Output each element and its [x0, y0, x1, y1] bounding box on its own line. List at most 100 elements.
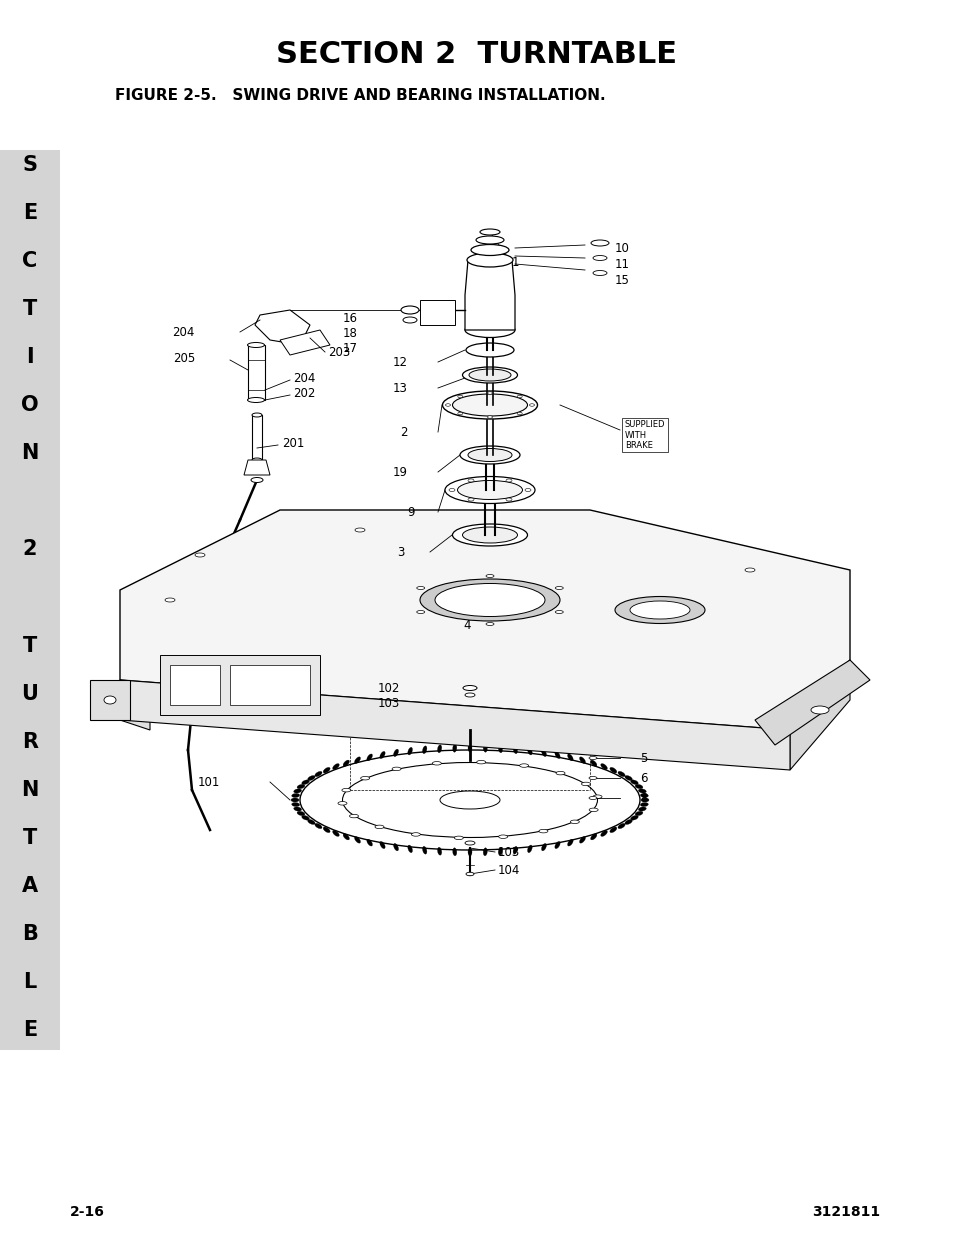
Ellipse shape: [392, 767, 400, 771]
Ellipse shape: [618, 772, 624, 777]
Ellipse shape: [400, 306, 418, 314]
Text: 102: 102: [377, 682, 399, 694]
Text: 2: 2: [23, 540, 37, 559]
Ellipse shape: [483, 745, 487, 752]
Ellipse shape: [629, 601, 689, 619]
Ellipse shape: [468, 479, 474, 482]
Text: O: O: [21, 395, 39, 415]
Ellipse shape: [517, 395, 521, 398]
Text: 2-16: 2-16: [70, 1205, 105, 1219]
Ellipse shape: [469, 369, 511, 382]
Text: 101: 101: [197, 776, 220, 788]
Ellipse shape: [251, 478, 263, 483]
Ellipse shape: [600, 763, 607, 769]
Ellipse shape: [529, 404, 534, 406]
Ellipse shape: [449, 489, 455, 492]
Polygon shape: [170, 664, 220, 705]
Ellipse shape: [375, 825, 384, 829]
Ellipse shape: [590, 834, 597, 840]
Ellipse shape: [624, 820, 632, 825]
Ellipse shape: [578, 836, 585, 844]
Ellipse shape: [394, 844, 398, 851]
Ellipse shape: [422, 846, 426, 855]
Ellipse shape: [527, 845, 532, 852]
Ellipse shape: [588, 757, 597, 760]
Ellipse shape: [252, 412, 262, 417]
Text: 11: 11: [615, 258, 629, 270]
Ellipse shape: [349, 814, 358, 818]
Polygon shape: [254, 310, 310, 345]
Ellipse shape: [609, 827, 617, 832]
Ellipse shape: [247, 398, 264, 403]
Ellipse shape: [411, 832, 420, 836]
Text: E: E: [23, 1020, 37, 1040]
Ellipse shape: [588, 797, 597, 799]
Ellipse shape: [465, 872, 474, 876]
Ellipse shape: [308, 776, 314, 781]
Ellipse shape: [252, 458, 262, 462]
Polygon shape: [754, 659, 869, 745]
Ellipse shape: [379, 841, 385, 848]
Ellipse shape: [337, 802, 347, 805]
Text: 17: 17: [343, 342, 357, 354]
Ellipse shape: [464, 322, 515, 337]
Ellipse shape: [416, 610, 424, 614]
Ellipse shape: [578, 757, 585, 763]
Ellipse shape: [639, 793, 648, 798]
Ellipse shape: [590, 240, 608, 246]
Text: N: N: [21, 443, 39, 463]
Polygon shape: [248, 345, 265, 400]
Ellipse shape: [555, 587, 562, 589]
Ellipse shape: [323, 827, 330, 832]
Text: 3121811: 3121811: [811, 1205, 879, 1219]
Ellipse shape: [445, 404, 450, 406]
Text: N: N: [21, 779, 39, 800]
Ellipse shape: [485, 622, 494, 625]
Ellipse shape: [567, 753, 573, 761]
Ellipse shape: [471, 245, 509, 256]
Ellipse shape: [497, 745, 502, 753]
Text: 19: 19: [393, 466, 408, 478]
Ellipse shape: [314, 824, 322, 829]
Text: L: L: [24, 972, 36, 992]
Ellipse shape: [422, 746, 426, 753]
Text: 6: 6: [639, 772, 647, 784]
Ellipse shape: [462, 527, 517, 543]
Ellipse shape: [323, 767, 330, 773]
Text: 1: 1: [512, 256, 519, 268]
Text: 4: 4: [462, 619, 470, 631]
Ellipse shape: [513, 746, 517, 753]
Text: 203: 203: [328, 346, 350, 358]
Ellipse shape: [462, 685, 476, 690]
Ellipse shape: [457, 480, 522, 499]
Text: FIGURE 2-5.   SWING DRIVE AND BEARING INSTALLATION.: FIGURE 2-5. SWING DRIVE AND BEARING INST…: [115, 88, 605, 103]
Text: A: A: [22, 876, 38, 895]
Ellipse shape: [609, 767, 617, 773]
Ellipse shape: [432, 762, 441, 764]
Ellipse shape: [379, 751, 385, 758]
Ellipse shape: [624, 776, 632, 781]
Ellipse shape: [589, 808, 598, 811]
Ellipse shape: [541, 844, 546, 851]
Polygon shape: [419, 300, 455, 325]
Ellipse shape: [360, 777, 369, 781]
Ellipse shape: [635, 784, 642, 789]
Ellipse shape: [483, 847, 487, 856]
Ellipse shape: [476, 761, 485, 764]
Ellipse shape: [630, 779, 638, 784]
Ellipse shape: [462, 367, 517, 383]
Ellipse shape: [294, 806, 301, 811]
Ellipse shape: [487, 416, 492, 419]
Ellipse shape: [618, 824, 624, 829]
Ellipse shape: [615, 597, 704, 624]
Ellipse shape: [588, 777, 597, 779]
Text: 10: 10: [615, 242, 629, 254]
Polygon shape: [230, 664, 310, 705]
Text: 201: 201: [282, 436, 304, 450]
Text: I: I: [26, 347, 33, 367]
Text: 205: 205: [172, 352, 194, 364]
Ellipse shape: [556, 772, 564, 774]
Ellipse shape: [505, 498, 512, 501]
Polygon shape: [280, 330, 330, 354]
Ellipse shape: [343, 834, 349, 840]
